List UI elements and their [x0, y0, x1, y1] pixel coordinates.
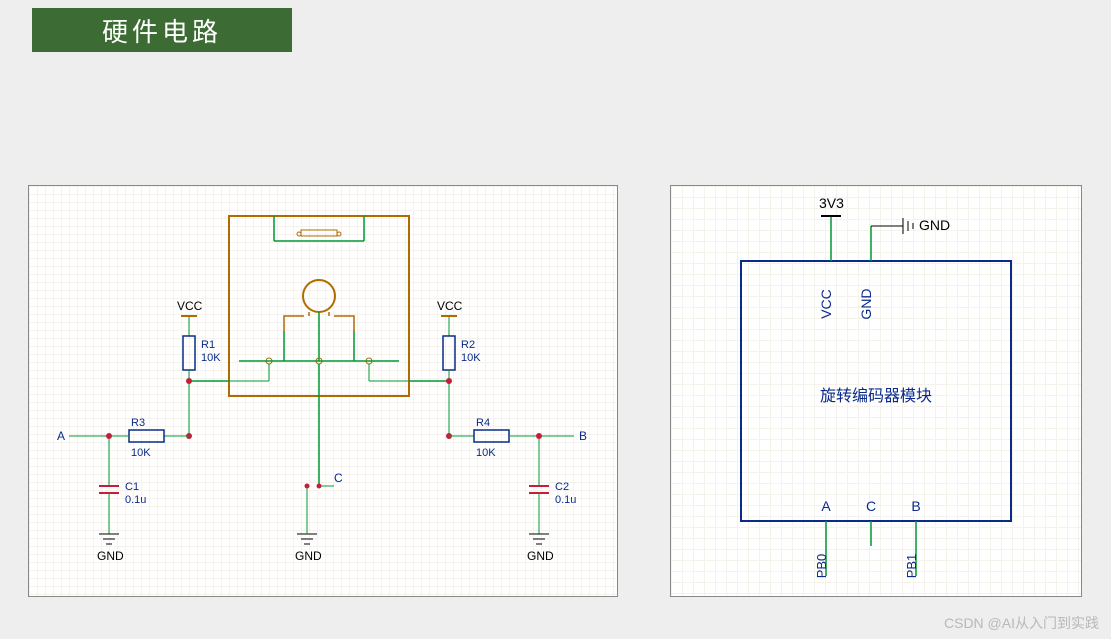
encoder-shaft-icon — [303, 280, 335, 312]
pin-vcc-label: VCC — [818, 289, 834, 319]
schematic-right-svg: 旋转编码器模块 VCC GND 3V3 GND A C B PB0 PB1 — [671, 186, 1081, 596]
pin-a-label: A — [821, 498, 831, 514]
net-c-label: C — [334, 471, 343, 485]
resistor-r2 — [443, 336, 455, 370]
r3-ref: R3 — [131, 417, 145, 429]
pin-b-label: B — [911, 498, 920, 514]
schematic-left-svg: C GND VCC R1 10K R3 10K A C1 0.1u GND — [29, 186, 617, 596]
module-title: 旋转编码器模块 — [820, 387, 932, 405]
c2-val: 0.1u — [555, 494, 576, 506]
gnd-right-label: GND — [527, 549, 554, 563]
net-3v3-label: 3V3 — [819, 195, 844, 211]
vcc-right-label: VCC — [437, 299, 463, 313]
schematic-right-panel: 旋转编码器模块 VCC GND 3V3 GND A C B PB0 PB1 — [670, 185, 1082, 597]
net-gnd-label: GND — [919, 217, 950, 233]
watermark-text: CSDN @AI从入门到实践 — [944, 613, 1099, 633]
section-title: 硬件电路 — [32, 8, 292, 52]
r4-val: 10K — [476, 447, 496, 459]
net-pb0-label: PB0 — [814, 554, 829, 579]
vcc-left-label: VCC — [177, 299, 203, 313]
r3-val: 10K — [131, 447, 151, 459]
gnd-center-label: GND — [295, 549, 322, 563]
r2-val: 10K — [461, 352, 481, 364]
c1-val: 0.1u — [125, 494, 146, 506]
c1-ref: C1 — [125, 481, 139, 493]
c2-ref: C2 — [555, 481, 569, 493]
r1-val: 10K — [201, 352, 221, 364]
pin-gnd-label: GND — [858, 288, 874, 319]
r4-ref: R4 — [476, 417, 490, 429]
net-pb1-label: PB1 — [904, 554, 919, 579]
resistor-r4 — [474, 430, 509, 442]
r1-ref: R1 — [201, 339, 215, 351]
resistor-r3 — [129, 430, 164, 442]
net-b-label: B — [579, 429, 587, 443]
gnd-left-label: GND — [97, 549, 124, 563]
net-a-label: A — [57, 429, 65, 443]
resistor-r1 — [183, 336, 195, 370]
pin-c-label: C — [866, 498, 876, 514]
r2-ref: R2 — [461, 339, 475, 351]
section-title-text: 硬件电路 — [102, 12, 222, 49]
schematic-left-panel: C GND VCC R1 10K R3 10K A C1 0.1u GND — [28, 185, 618, 597]
